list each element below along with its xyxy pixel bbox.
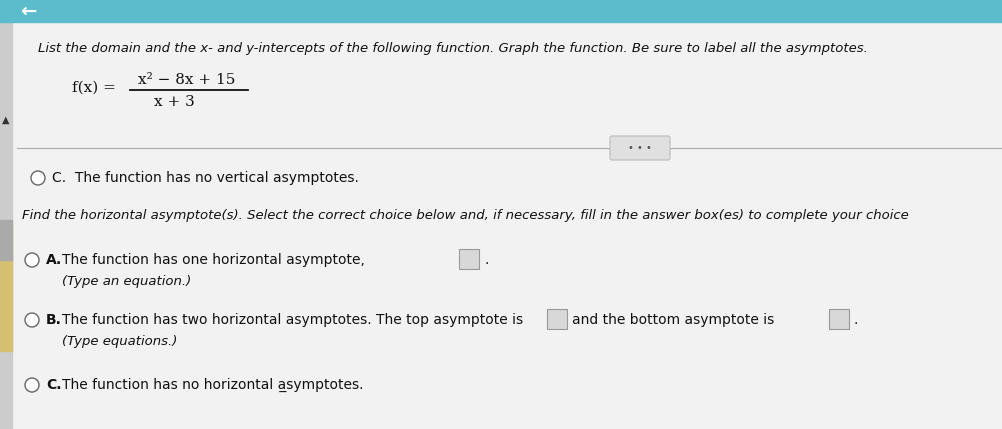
FancyBboxPatch shape bbox=[547, 309, 567, 329]
Text: x + 3: x + 3 bbox=[154, 95, 194, 109]
Text: ←: ← bbox=[20, 1, 36, 21]
Text: List the domain and the x- and y-intercepts of the following function. Graph the: List the domain and the x- and y-interce… bbox=[38, 42, 868, 55]
Circle shape bbox=[25, 378, 39, 392]
Text: (Type an equation.): (Type an equation.) bbox=[62, 275, 191, 288]
Text: x² − 8x + 15: x² − 8x + 15 bbox=[138, 73, 235, 87]
Bar bbox=[0, 22, 12, 429]
Text: (Type equations.): (Type equations.) bbox=[62, 335, 177, 348]
FancyBboxPatch shape bbox=[459, 249, 479, 269]
Bar bbox=[0, 0, 1002, 22]
Text: The function has no horizontal a̲symptotes.: The function has no horizontal a̲symptot… bbox=[62, 378, 364, 392]
Text: The function has two horizontal asymptotes. The top asymptote is: The function has two horizontal asymptot… bbox=[62, 313, 523, 327]
Text: f(x) =: f(x) = bbox=[72, 81, 116, 95]
Text: .: . bbox=[854, 313, 859, 327]
Circle shape bbox=[25, 253, 39, 267]
Text: ▲: ▲ bbox=[2, 115, 10, 125]
FancyBboxPatch shape bbox=[829, 309, 849, 329]
Text: Find the horizontal asymptote(s). Select the correct choice below and, if necess: Find the horizontal asymptote(s). Select… bbox=[22, 208, 909, 221]
Text: • • •: • • • bbox=[628, 143, 652, 153]
Text: C.  The function has no vertical asymptotes.: C. The function has no vertical asymptot… bbox=[52, 171, 359, 185]
Text: A.: A. bbox=[46, 253, 62, 267]
Text: B.: B. bbox=[46, 313, 62, 327]
Circle shape bbox=[31, 171, 45, 185]
Text: The function has one horizontal asymptote,: The function has one horizontal asymptot… bbox=[62, 253, 365, 267]
Text: and the bottom asymptote is: and the bottom asymptote is bbox=[572, 313, 775, 327]
Text: .: . bbox=[485, 253, 489, 267]
Text: C.: C. bbox=[46, 378, 61, 392]
Circle shape bbox=[25, 313, 39, 327]
FancyBboxPatch shape bbox=[610, 136, 670, 160]
Bar bbox=[0, 223, 12, 351]
Bar bbox=[0, 220, 12, 260]
